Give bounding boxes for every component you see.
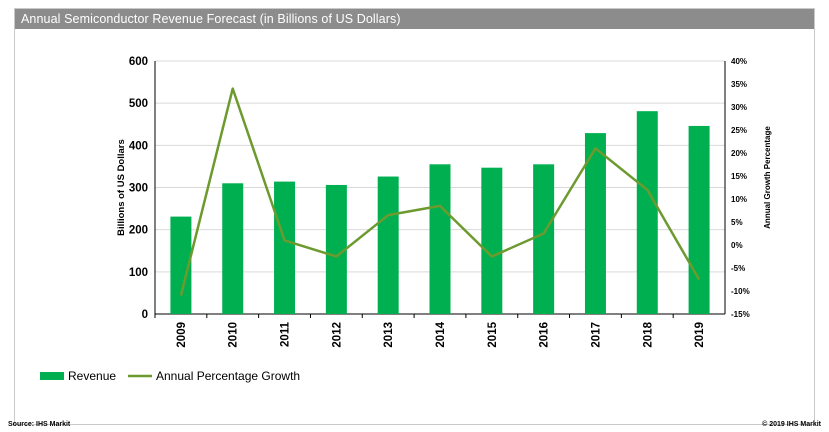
x-tick-label: 2014 [435, 321, 447, 347]
bar-revenue-2013 [377, 176, 399, 314]
bar-revenue-2019 [688, 125, 710, 314]
y2-tick-label: 25% [731, 126, 747, 135]
source-note: Source: IHS Markit [8, 421, 71, 428]
legend-label-revenue: Revenue [68, 369, 116, 383]
bar-revenue-2018 [636, 111, 658, 314]
x-tick-label: 2018 [642, 321, 654, 347]
copyright-note: © 2019 IHS Markit [762, 421, 821, 428]
legend-label-growth: Annual Percentage Growth [156, 369, 300, 383]
x-tick-label: 2010 [228, 322, 240, 348]
y2-tick-label: 30% [731, 103, 747, 112]
x-tick-label: 2012 [331, 322, 343, 348]
x-tick-label: 2017 [590, 322, 602, 348]
y2-tick-label: 15% [731, 172, 747, 181]
bar-revenue-2016 [533, 164, 555, 314]
y2-tick-label: 20% [731, 149, 747, 158]
y2-tick-label: -5% [731, 264, 745, 273]
y2-tick-label: 35% [731, 80, 747, 89]
chart-frame: Annual Semiconductor Revenue Forecast (i… [14, 8, 815, 425]
x-tick-label: 2009 [176, 322, 188, 348]
x-tick-label: 2013 [383, 322, 395, 348]
bar-revenue-2009 [170, 216, 192, 314]
bar-revenue-2017 [584, 133, 606, 314]
bar-revenue-2015 [481, 167, 503, 314]
bar-revenue-2011 [274, 181, 296, 314]
y2-tick-label: 40% [731, 57, 747, 66]
y-tick-label: 500 [129, 98, 148, 110]
y2-tick-label: 5% [731, 218, 743, 227]
y2-tick-label: 10% [731, 195, 747, 204]
y-tick-label: 400 [129, 140, 148, 152]
y-tick-label: 300 [129, 183, 148, 195]
y2-axis-title: Annual Growth Percentage [763, 126, 772, 229]
y2-tick-label: -15% [731, 310, 750, 319]
bar-revenue-2012 [325, 184, 347, 314]
chart-title: Annual Semiconductor Revenue Forecast (i… [15, 9, 814, 29]
x-tick-label: 2019 [694, 322, 706, 348]
y-tick-label: 0 [142, 309, 148, 321]
y2-tick-label: -10% [731, 287, 750, 296]
y-tick-label: 600 [129, 56, 148, 68]
y-axis-title: Billions of US Dollars [116, 139, 127, 236]
x-tick-label: 2011 [280, 321, 292, 347]
x-tick-label: 2016 [539, 322, 551, 348]
bar-revenue-2014 [429, 164, 451, 314]
y-tick-label: 200 [129, 225, 148, 237]
legend-swatch-revenue [40, 372, 64, 380]
y-tick-label: 100 [129, 267, 148, 279]
x-tick-label: 2015 [487, 321, 499, 347]
y2-tick-label: 0% [731, 241, 743, 250]
bar-revenue-2010 [222, 183, 244, 314]
